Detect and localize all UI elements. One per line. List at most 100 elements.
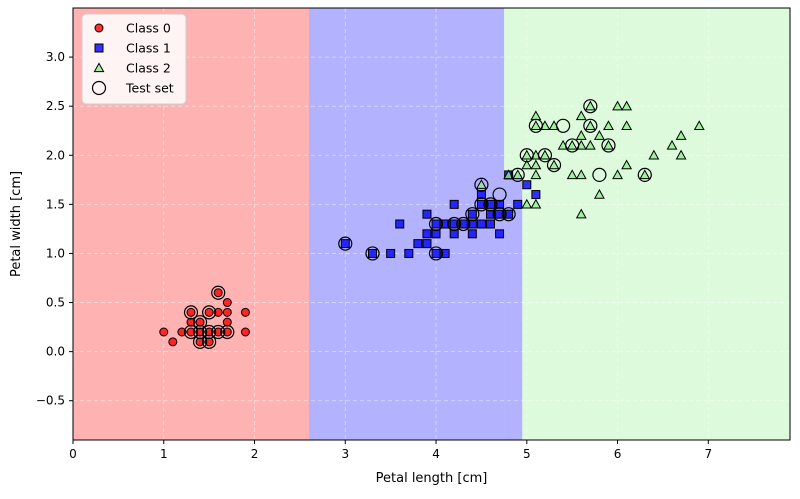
point-class-2-6 [530,198,542,209]
point-class-2-39 [675,149,687,160]
point-test-set-30 [202,334,217,349]
point-test-set-33 [211,324,226,340]
point-class-2-40 [675,130,687,140]
point-class-1-18 [467,229,477,239]
point-test-set-24 [637,167,652,183]
point-class-2-26 [584,100,596,111]
point-class-1-19 [467,219,477,229]
point-class-0-17 [222,307,232,317]
point-class-2-20 [575,169,587,180]
point-class-1-17 [458,219,468,229]
x-tick-label-0: 0 [69,447,77,461]
point-class-2-24 [584,139,596,150]
point-test-set-34 [211,285,226,300]
y-tick-label-6: 2.5 [46,99,65,113]
point-test-set-28 [192,315,208,330]
series-test-set [183,99,652,349]
point-class-2-30 [603,120,614,130]
legend-label-test-set: Test set [125,81,174,96]
y-tick-label-4: 1.5 [46,197,65,211]
decision-region-5 [522,174,790,440]
point-class-2-32 [612,100,624,111]
point-class-1-20 [467,209,477,219]
point-test-set-18 [556,118,571,133]
legend-marker-class-0 [94,23,104,33]
x-tick-label-7: 7 [704,447,712,461]
point-class-0-18 [222,298,232,308]
point-test-set-26 [183,305,199,320]
point-class-1-34 [531,190,541,200]
x-axis-ticks: 0 1 2 3 4 5 6 7 [69,440,712,461]
y-tick-label-3: 1.0 [46,246,65,260]
point-test-set-22 [592,167,607,183]
point-class-2-4 [521,159,533,170]
point-test-set-1 [365,246,380,261]
point-class-1-23 [476,190,486,200]
point-test-set-25 [183,324,199,340]
point-test-set-27 [192,324,208,340]
point-class-2-28 [593,130,605,140]
point-test-set-5 [456,216,471,232]
x-tick-label-3: 3 [341,447,349,461]
point-class-2-41 [693,120,705,130]
point-class-2-38 [666,139,678,150]
point-class-0-15 [222,327,232,337]
x-tick-label-5: 5 [523,447,531,461]
point-class-2-22 [575,130,587,140]
point-class-2-7 [530,169,542,180]
point-test-set-15 [528,118,543,133]
point-test-set-32 [202,305,217,320]
point-class-2-10 [530,120,542,130]
point-class-0-19 [240,327,250,337]
point-class-0-13 [213,307,223,317]
point-test-set-13 [510,167,525,183]
point-class-2-19 [575,208,587,219]
point-class-1-12 [440,248,450,258]
point-class-2-27 [593,188,605,199]
point-class-2-34 [621,120,633,130]
legend: Class 0 Class 1 Class 2 Test set [81,13,187,105]
point-class-1-24 [485,219,495,229]
y-tick-label-1: 0.0 [46,345,65,359]
legend-label-class-0: Class 0 [126,21,171,36]
point-test-set-35 [220,324,235,340]
point-class-2-37 [648,149,660,160]
y-axis-label: Petal width [cm] [9,171,24,277]
point-class-0-5 [186,307,196,317]
point-class-2-29 [603,139,614,150]
point-class-0-4 [186,317,196,327]
plot-frame [72,7,791,441]
point-test-set-12 [501,207,516,222]
point-test-set-14 [519,148,534,163]
point-test-set-7 [474,197,489,212]
decision-region-4 [504,8,790,175]
point-test-set-0 [338,236,353,251]
point-test-set-21 [583,99,598,114]
point-class-1-10 [431,229,441,239]
point-class-2-25 [584,120,596,130]
point-class-1-1 [368,248,378,258]
legend-label-class-1: Class 1 [126,41,171,56]
point-class-2-3 [521,198,533,209]
point-class-2-14 [548,159,560,170]
point-class-2-5 [521,149,533,160]
point-class-2-18 [566,139,578,150]
point-test-set-10 [492,207,507,222]
point-class-0-10 [204,327,214,337]
legend-box [81,13,187,105]
series-class-0 [159,288,250,347]
point-class-1-33 [522,180,532,190]
point-test-set-23 [601,138,616,153]
legend-marker-class-1 [94,43,104,53]
point-class-1-4 [404,248,414,258]
point-class-0-11 [204,307,214,317]
point-class-0-16 [222,317,232,327]
point-class-0-1 [168,337,178,347]
y-tick-label-2: 0.5 [46,296,65,310]
point-test-set-4 [447,216,462,232]
point-class-1-0 [340,239,350,249]
point-class-1-27 [495,229,505,239]
point-class-1-21 [476,219,486,229]
point-class-0-20 [240,307,250,317]
